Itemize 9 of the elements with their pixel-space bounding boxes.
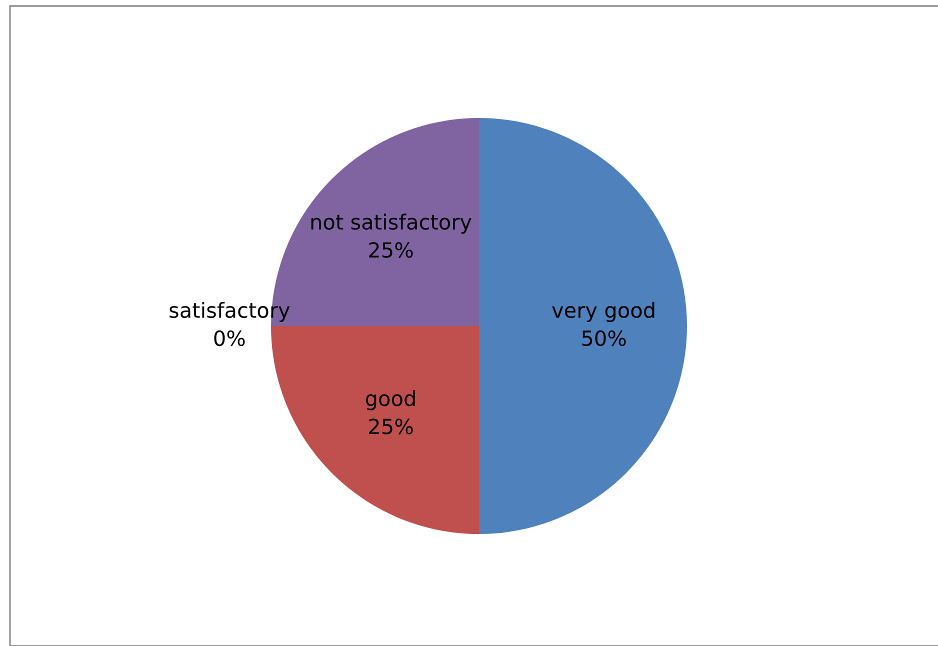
slice-label: not satisfactory: [311, 214, 472, 234]
data-label: 50%: [582, 330, 626, 346]
text: 0%: [214, 330, 245, 346]
pie-slice: [479, 118, 687, 534]
pie-slice: [271, 326, 479, 534]
slice-label: very good: [552, 302, 654, 322]
slice-label: good: [366, 390, 415, 410]
data-label: 25%: [369, 418, 413, 434]
data-label: 25%: [369, 242, 413, 258]
